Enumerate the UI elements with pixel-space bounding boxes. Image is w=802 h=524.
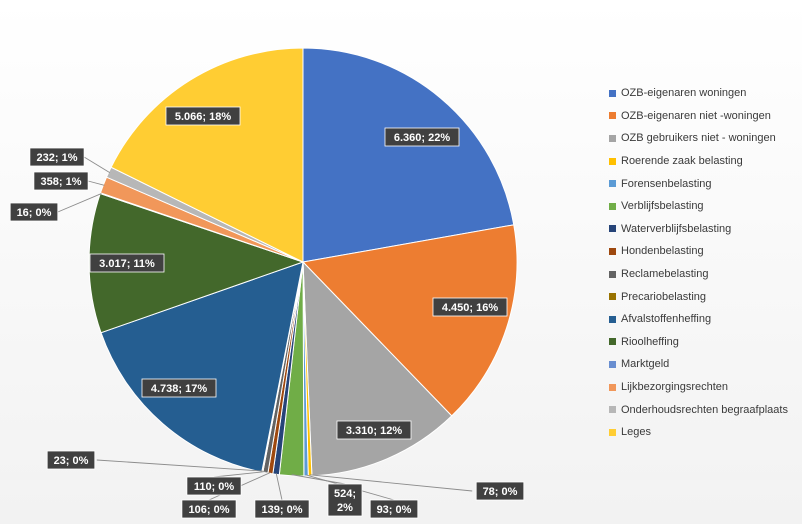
legend-swatch: [609, 112, 616, 120]
legend-entry: Verblijfsbelasting: [609, 195, 788, 218]
legend-label: Verblijfsbelasting: [621, 200, 704, 213]
data-label-box: [254, 499, 310, 519]
data-label: 6.360; 22%: [394, 132, 450, 144]
legend-swatch: [609, 383, 616, 391]
legend-label: Lijkbezorgingsrechten: [621, 381, 729, 394]
legend-swatch: [609, 270, 616, 278]
leader-line: [275, 473, 283, 501]
legend-entry: Forensenbelasting: [609, 172, 788, 195]
legend-entry: OZB-eigenaren niet -woningen: [609, 105, 788, 128]
data-label: 3.310; 12%: [346, 425, 402, 437]
data-label: 106; 0%: [189, 504, 230, 516]
data-label: 93; 0%: [377, 504, 412, 516]
data-label-box: [475, 481, 525, 501]
data-label-box: [369, 499, 419, 519]
legend-label: Roerende zaak belasting: [621, 155, 743, 168]
legend-entry: Waterverblijfsbelasting: [609, 218, 788, 241]
legend-entry: Leges: [609, 421, 788, 444]
data-label: 4.450; 16%: [442, 302, 498, 314]
data-label-box: [327, 483, 363, 517]
legend-entry: Rioolheffing: [609, 331, 788, 354]
legend-swatch: [609, 406, 616, 414]
legend-entry: Onderhoudsrechten begraafplaats: [609, 398, 788, 421]
legend-swatch: [609, 225, 616, 233]
data-label-box: [33, 171, 89, 191]
data-label: 23; 0%: [54, 455, 89, 467]
legend-entry: Hondenbelasting: [609, 240, 788, 263]
leader-line: [96, 459, 263, 472]
data-label-box: [9, 202, 59, 222]
legend-swatch: [609, 360, 616, 368]
data-label-box: [165, 106, 241, 126]
legend-entry: Roerende zaak belasting: [609, 150, 788, 173]
legend-label: OZB gebruikers niet - woningen: [621, 132, 776, 145]
data-label: 4.738; 17%: [151, 383, 207, 395]
legend-swatch: [609, 315, 616, 323]
data-label-box: [181, 499, 237, 519]
data-label: 524; 2%: [334, 488, 356, 514]
data-label-box: [384, 127, 460, 147]
legend-label: Rioolheffing: [621, 335, 679, 348]
data-label: 110; 0%: [194, 481, 235, 493]
legend-label: Leges: [621, 426, 651, 439]
data-label: 358; 1%: [41, 176, 82, 188]
pie-slice: [88, 192, 305, 334]
leader-line: [83, 156, 110, 174]
data-label: 139; 0%: [262, 504, 303, 516]
legend-label: Hondenbelasting: [621, 245, 704, 258]
legend-swatch: [609, 202, 616, 210]
legend-swatch: [609, 89, 616, 97]
leader-line: [291, 474, 346, 485]
legend-label: Precariobelasting: [621, 290, 706, 303]
legend-entry: Lijkbezorgingsrechten: [609, 376, 788, 399]
leader-line: [310, 474, 473, 492]
pie-slice: [301, 224, 518, 417]
data-label-box: [89, 253, 165, 273]
legend-label: Onderhoudsrechten begraafplaats: [621, 403, 788, 416]
data-label: 232; 1%: [37, 152, 78, 164]
legend-entry: Reclamebelasting: [609, 263, 788, 286]
data-label-box: [336, 420, 412, 440]
legend-swatch: [609, 247, 616, 255]
legend-entry: Marktgeld: [609, 353, 788, 376]
legend-label: Waterverblijfsbelasting: [621, 222, 732, 235]
legend-swatch: [609, 338, 616, 346]
data-label-box: [186, 476, 242, 496]
legend-label: Afvalstoffenheffing: [621, 313, 712, 326]
legend: OZB-eigenaren woningen OZB-eigenaren niet…: [609, 82, 788, 444]
legend-swatch: [609, 428, 616, 436]
data-label: 78; 0%: [483, 486, 518, 498]
legend-label: OZB-eigenaren woningen: [621, 87, 747, 100]
leader-line: [213, 471, 266, 478]
legend-entry: Afvalstoffenheffing: [609, 308, 788, 331]
legend-entry: OZB gebruikers niet - woningen: [609, 127, 788, 150]
legend-swatch: [609, 180, 616, 188]
data-label: 3.017; 11%: [99, 258, 155, 270]
legend-entry: OZB-eigenaren woningen: [609, 82, 788, 105]
legend-swatch: [609, 134, 616, 142]
legend-label: Forensenbelasting: [621, 177, 712, 190]
legend-swatch: [609, 157, 616, 165]
data-label-box: [141, 378, 217, 398]
legend-label: Reclamebelasting: [621, 268, 709, 281]
data-label-box: [29, 147, 85, 167]
leader-line: [57, 193, 102, 213]
legend-label: OZB-eigenaren niet -woningen: [621, 109, 771, 122]
data-label-box: [432, 297, 508, 317]
pie-slice: [302, 47, 515, 263]
legend-swatch: [609, 293, 616, 301]
data-label-box: [46, 450, 96, 470]
leader-line: [87, 180, 105, 186]
data-label: 5.066; 18%: [175, 111, 231, 123]
pie-slice: [110, 47, 304, 263]
legend-entry: Precariobelasting: [609, 285, 788, 308]
data-label: 16; 0%: [17, 207, 52, 219]
legend-label: Marktgeld: [621, 358, 670, 371]
pie-slice: [100, 261, 304, 473]
